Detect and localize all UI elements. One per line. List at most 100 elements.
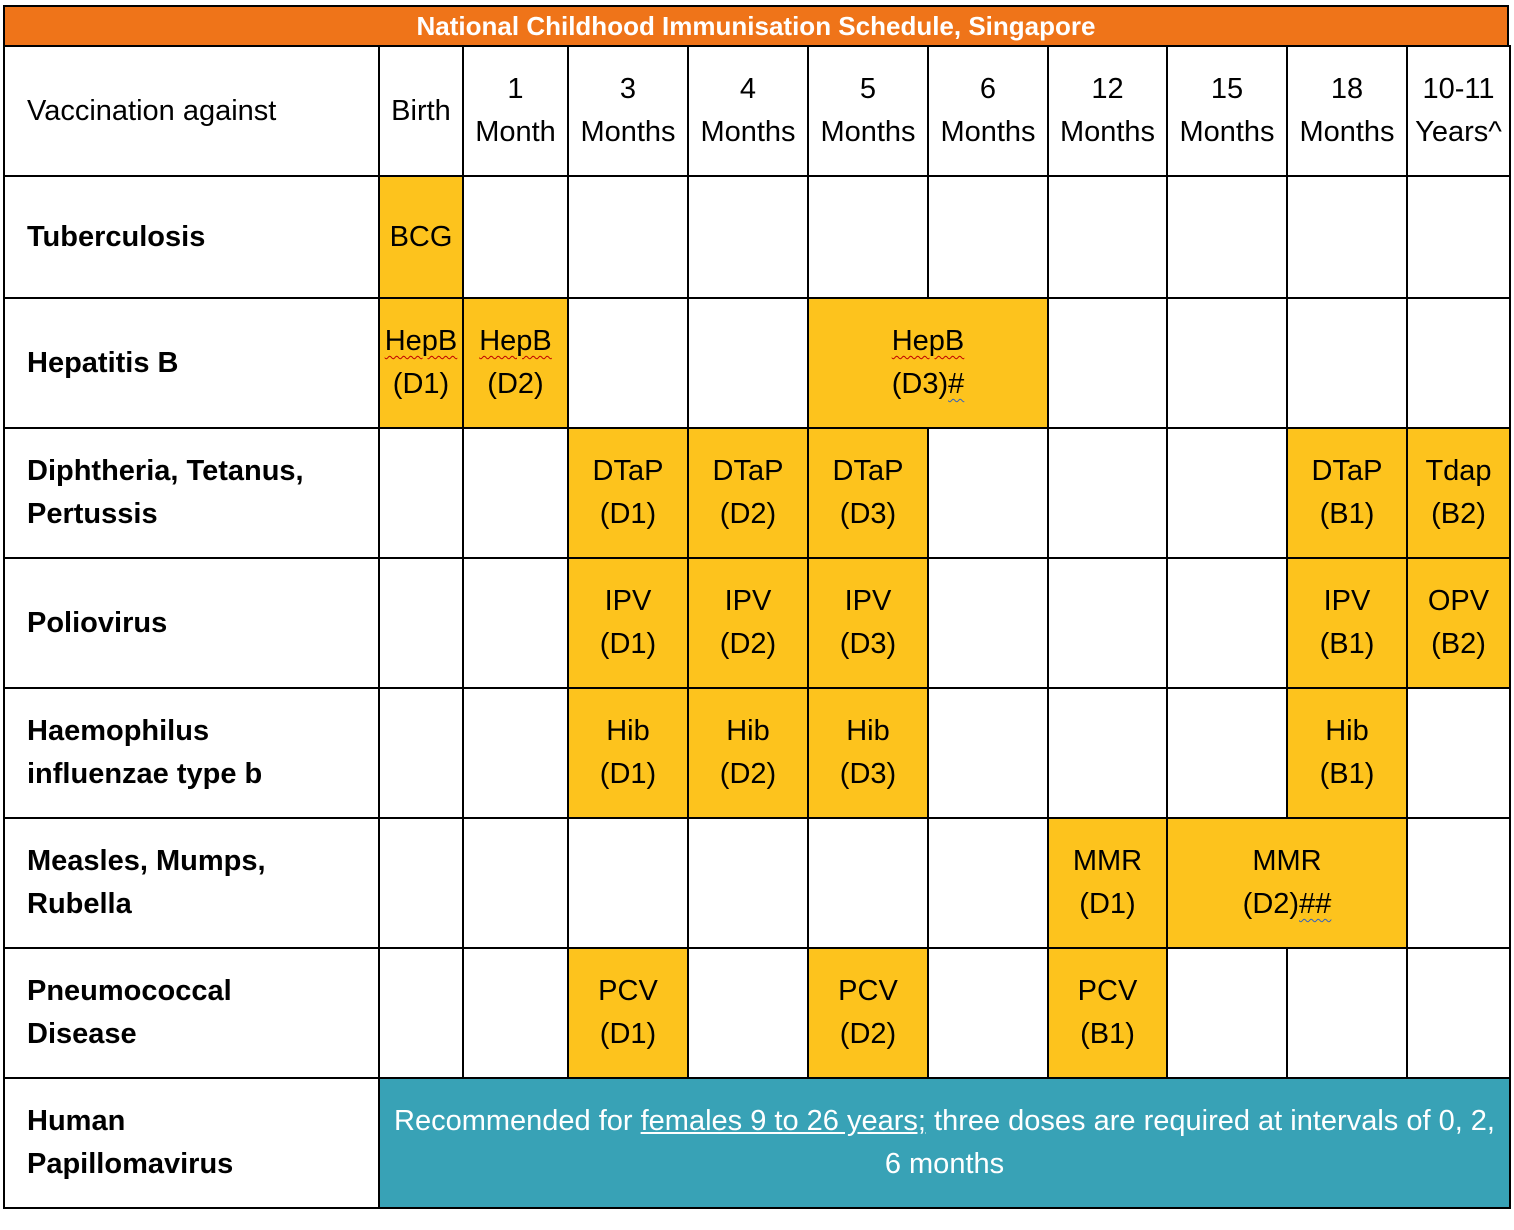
dose-cell-mmr-d2: MMR (D2)##	[1166, 817, 1408, 949]
empty-cell	[378, 557, 464, 689]
empty-cell	[1286, 947, 1408, 1079]
schedule-table: Vaccination against Birth 1 Month 3 Months…	[3, 45, 1511, 1209]
dose-cell-tdap-b2: Tdap (B2)	[1406, 427, 1511, 559]
empty-cell	[462, 427, 569, 559]
empty-cell	[567, 297, 689, 429]
dose-cell-hepb-d3: HepB (D3)#	[807, 297, 1049, 429]
empty-cell	[1166, 687, 1288, 819]
schedule-document: National Childhood Immunisation Schedule…	[3, 5, 1511, 1209]
dose-cell-dtap-d2: DTaP (D2)	[687, 427, 809, 559]
row-label-hpv: Human Papillomavirus	[3, 1077, 380, 1209]
dose-cell-bcg: BCG	[378, 175, 464, 299]
col-header-12-months: 12 Months	[1047, 45, 1168, 177]
dose-cell-dtap-d1: DTaP (D1)	[567, 427, 689, 559]
dose-cell-mmr-d1: MMR (D1)	[1047, 817, 1168, 949]
empty-cell	[687, 297, 809, 429]
col-header-birth: Birth	[378, 45, 464, 177]
dose-cell-hepb-d1: HepB (D1)	[378, 297, 464, 429]
empty-cell	[462, 175, 569, 299]
empty-cell	[1047, 557, 1168, 689]
col-header-5-months: 5 Months	[807, 45, 929, 177]
empty-cell	[1166, 427, 1288, 559]
col-header-4-months: 4 Months	[687, 45, 809, 177]
hpv-eligibility-text: females 9 to 26 years;	[640, 1105, 926, 1137]
empty-cell	[1047, 175, 1168, 299]
empty-cell	[687, 817, 809, 949]
empty-cell	[687, 175, 809, 299]
col-header-18-months: 18 Months	[1286, 45, 1408, 177]
dose-cell-ipv-b1: IPV (B1)	[1286, 557, 1408, 689]
row-label-tuberculosis: Tuberculosis	[3, 175, 380, 299]
empty-cell	[1166, 297, 1288, 429]
empty-cell	[1047, 427, 1168, 559]
empty-cell	[1406, 817, 1511, 949]
dose-cell-pcv-b1: PCV (B1)	[1047, 947, 1168, 1079]
row-label-dtp: Diphtheria, Tetanus, Pertussis	[3, 427, 380, 559]
empty-cell	[462, 687, 569, 819]
dose-cell-ipv-d1: IPV (D1)	[567, 557, 689, 689]
dose-cell-hib-d2: Hib (D2)	[687, 687, 809, 819]
dose-cell-ipv-d2: IPV (D2)	[687, 557, 809, 689]
empty-cell	[462, 817, 569, 949]
row-label-hib: Haemophilus influenzae type b	[3, 687, 380, 819]
empty-cell	[462, 557, 569, 689]
empty-cell	[927, 175, 1049, 299]
schedule-title: National Childhood Immunisation Schedule…	[3, 5, 1509, 45]
empty-cell	[687, 947, 809, 1079]
dose-cell-pcv-d1: PCV (D1)	[567, 947, 689, 1079]
col-header-1-month: 1 Month	[462, 45, 569, 177]
empty-cell	[1047, 687, 1168, 819]
row-poliovirus: Poliovirus IPV (D1) IPV (D2) IPV (D3) IPV (B…	[3, 557, 1511, 689]
col-header-3-months: 3 Months	[567, 45, 689, 177]
empty-cell	[378, 427, 464, 559]
dose-cell-ipv-d3: IPV (D3)	[807, 557, 929, 689]
row-hib: Haemophilus influenzae type b Hib (D1) Hib…	[3, 687, 1511, 819]
empty-cell	[378, 947, 464, 1079]
empty-cell	[1286, 297, 1408, 429]
dose-cell-dtap-b1: DTaP (B1)	[1286, 427, 1408, 559]
hpv-recommendation-note: Recommended for females 9 to 26 years; t…	[378, 1077, 1511, 1209]
dose-cell-dtap-d3: DTaP (D3)	[807, 427, 929, 559]
row-hepatitis-b: Hepatitis B HepB (D1) HepB (D2) HepB (D3)#	[3, 297, 1511, 429]
empty-cell	[462, 947, 569, 1079]
empty-cell	[1047, 297, 1168, 429]
row-hpv: Human Papillomavirus Recommended for fema…	[3, 1077, 1511, 1209]
row-label-pcv: Pneumococcal Disease	[3, 947, 380, 1079]
empty-cell	[567, 175, 689, 299]
empty-cell	[927, 687, 1049, 819]
empty-cell	[1406, 297, 1511, 429]
empty-cell	[1406, 175, 1511, 299]
dose-cell-pcv-d2: PCV (D2)	[807, 947, 929, 1079]
col-header-15-months: 15 Months	[1166, 45, 1288, 177]
row-tuberculosis: Tuberculosis BCG	[3, 175, 1511, 299]
empty-cell	[378, 687, 464, 819]
row-mmr: Measles, Mumps, Rubella MMR (D1) MMR (D2)##	[3, 817, 1511, 949]
dose-cell-hepb-d2: HepB (D2)	[462, 297, 569, 429]
row-label-poliovirus: Poliovirus	[3, 557, 380, 689]
empty-cell	[927, 427, 1049, 559]
row-label-mmr: Measles, Mumps, Rubella	[3, 817, 380, 949]
dose-cell-hib-d3: Hib (D3)	[807, 687, 929, 819]
empty-cell	[1406, 687, 1511, 819]
row-label-hepatitis-b: Hepatitis B	[3, 297, 380, 429]
empty-cell	[807, 175, 929, 299]
empty-cell	[1286, 175, 1408, 299]
empty-cell	[927, 947, 1049, 1079]
empty-cell	[927, 817, 1049, 949]
dose-cell-hib-b1: Hib (B1)	[1286, 687, 1408, 819]
empty-cell	[567, 817, 689, 949]
header-row: Vaccination against Birth 1 Month 3 Months…	[3, 45, 1511, 177]
empty-cell	[1406, 947, 1511, 1079]
empty-cell	[1166, 557, 1288, 689]
empty-cell	[378, 817, 464, 949]
row-dtp: Diphtheria, Tetanus, Pertussis DTaP (D1) D…	[3, 427, 1511, 559]
dose-cell-hib-d1: Hib (D1)	[567, 687, 689, 819]
col-header-10-11-years: 10-11 Years^	[1406, 45, 1511, 177]
dose-cell-opv-b2: OPV (B2)	[1406, 557, 1511, 689]
empty-cell	[807, 817, 929, 949]
col-header-6-months: 6 Months	[927, 45, 1049, 177]
empty-cell	[1166, 175, 1288, 299]
empty-cell	[927, 557, 1049, 689]
empty-cell	[1166, 947, 1288, 1079]
header-label: Vaccination against	[3, 45, 380, 177]
